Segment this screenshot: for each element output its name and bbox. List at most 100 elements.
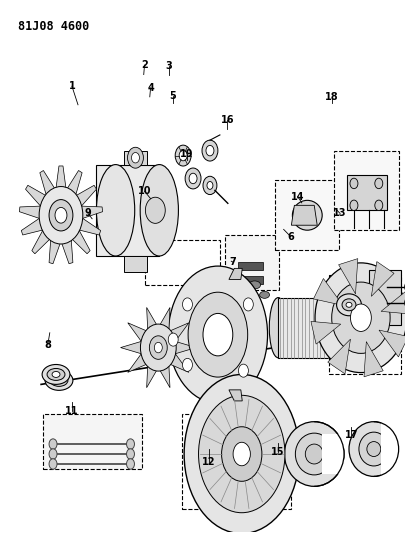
Ellipse shape [126, 439, 134, 449]
Ellipse shape [49, 199, 73, 231]
Ellipse shape [202, 140, 217, 161]
Ellipse shape [294, 433, 332, 475]
Ellipse shape [259, 292, 269, 298]
Ellipse shape [49, 439, 57, 449]
Ellipse shape [404, 297, 405, 308]
Text: 7: 7 [229, 257, 236, 267]
Ellipse shape [198, 395, 284, 513]
Ellipse shape [366, 441, 380, 456]
Polygon shape [49, 238, 61, 264]
Polygon shape [168, 354, 188, 373]
Bar [145, 240, 220, 285]
Text: 4: 4 [147, 83, 153, 93]
Ellipse shape [39, 187, 83, 244]
Polygon shape [327, 339, 350, 374]
Polygon shape [338, 259, 357, 294]
Ellipse shape [207, 182, 212, 189]
Text: 19: 19 [180, 149, 193, 159]
Ellipse shape [348, 422, 398, 477]
Ellipse shape [326, 297, 344, 358]
Ellipse shape [292, 200, 322, 230]
Ellipse shape [269, 297, 286, 358]
Polygon shape [66, 171, 82, 196]
Polygon shape [96, 165, 159, 256]
Ellipse shape [179, 150, 187, 161]
Ellipse shape [126, 459, 134, 469]
Polygon shape [322, 434, 343, 474]
Polygon shape [158, 364, 170, 387]
Ellipse shape [127, 147, 143, 168]
Ellipse shape [189, 173, 196, 184]
Polygon shape [55, 166, 66, 190]
Text: 10: 10 [137, 186, 151, 196]
Ellipse shape [202, 176, 216, 195]
Ellipse shape [49, 449, 57, 459]
Text: 1: 1 [68, 81, 75, 91]
Bar [274, 181, 338, 250]
Text: 17: 17 [344, 430, 357, 440]
Polygon shape [61, 238, 73, 264]
Polygon shape [128, 354, 147, 373]
Polygon shape [158, 308, 170, 332]
Ellipse shape [243, 298, 253, 311]
Polygon shape [228, 269, 242, 279]
Ellipse shape [202, 313, 232, 356]
Polygon shape [228, 390, 242, 401]
Polygon shape [313, 279, 342, 305]
Polygon shape [363, 342, 382, 377]
Ellipse shape [182, 358, 192, 372]
Ellipse shape [336, 294, 360, 316]
Ellipse shape [374, 200, 382, 211]
Ellipse shape [284, 422, 343, 486]
Ellipse shape [404, 281, 405, 292]
Bar [237, 276, 262, 284]
Text: 2: 2 [141, 60, 147, 70]
Text: 18: 18 [324, 92, 338, 102]
Bar [182, 414, 291, 508]
Polygon shape [32, 230, 51, 254]
Ellipse shape [47, 368, 65, 381]
Polygon shape [123, 256, 147, 272]
Ellipse shape [154, 342, 162, 353]
Bar [328, 275, 400, 375]
Ellipse shape [140, 324, 176, 371]
Ellipse shape [349, 200, 357, 211]
Text: 6: 6 [287, 232, 294, 242]
Bar [277, 297, 335, 358]
Polygon shape [123, 151, 147, 165]
Polygon shape [19, 206, 40, 219]
Polygon shape [79, 219, 100, 235]
Text: 5: 5 [169, 91, 176, 101]
Polygon shape [380, 421, 401, 477]
Ellipse shape [314, 263, 405, 373]
Ellipse shape [221, 427, 261, 481]
Bar [43, 414, 142, 469]
Polygon shape [40, 171, 55, 196]
Ellipse shape [182, 298, 192, 311]
Ellipse shape [185, 168, 200, 189]
Ellipse shape [331, 282, 389, 353]
Polygon shape [81, 206, 102, 219]
Text: 16: 16 [220, 115, 233, 125]
Polygon shape [21, 219, 43, 235]
Ellipse shape [175, 145, 191, 166]
Polygon shape [175, 342, 196, 354]
Bar [224, 235, 279, 290]
Ellipse shape [149, 336, 167, 359]
Polygon shape [146, 364, 158, 387]
Text: 8: 8 [44, 340, 51, 350]
Ellipse shape [96, 165, 134, 256]
Ellipse shape [374, 178, 382, 189]
Ellipse shape [49, 459, 57, 469]
Ellipse shape [52, 372, 60, 377]
Ellipse shape [188, 292, 247, 377]
Ellipse shape [145, 197, 165, 223]
Ellipse shape [350, 304, 371, 332]
Ellipse shape [45, 370, 73, 390]
Ellipse shape [248, 281, 260, 289]
Polygon shape [168, 323, 188, 342]
Text: 9: 9 [85, 208, 91, 219]
Polygon shape [368, 270, 400, 325]
Text: 13: 13 [333, 208, 346, 219]
Polygon shape [71, 230, 90, 254]
